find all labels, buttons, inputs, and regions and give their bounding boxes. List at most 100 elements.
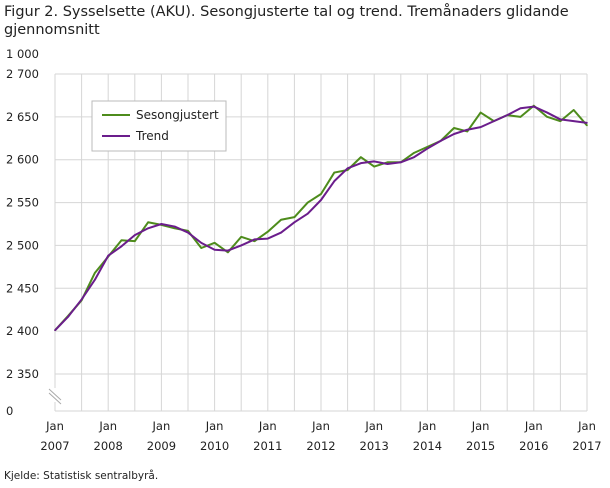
- y-tick-label: 2 500: [6, 238, 39, 252]
- data-point: [333, 171, 336, 174]
- data-point: [400, 161, 402, 164]
- data-point: [293, 221, 296, 224]
- data-point: [320, 199, 322, 201]
- data-point: [346, 167, 349, 170]
- y-tick-label: 0: [6, 404, 13, 418]
- data-point: [306, 212, 309, 215]
- x-tick-year: 2013: [360, 439, 389, 453]
- data-point: [120, 245, 123, 248]
- data-point: [187, 230, 189, 232]
- data-point: [240, 244, 242, 247]
- x-tick-month: Jan: [152, 419, 171, 433]
- data-point: [94, 278, 96, 281]
- x-tick-year: 2016: [519, 439, 548, 453]
- data-point: [213, 242, 216, 244]
- data-point: [293, 216, 296, 218]
- data-point: [413, 152, 415, 154]
- data-point: [373, 165, 376, 168]
- data-point: [147, 221, 149, 224]
- y-tick-label: 2 650: [6, 110, 39, 124]
- x-tick-month: Jan: [311, 419, 330, 433]
- x-tick-month: Jan: [577, 419, 596, 433]
- data-point: [280, 231, 282, 234]
- data-point: [360, 162, 362, 164]
- x-tick-year: 2017: [572, 439, 601, 453]
- data-point: [134, 234, 136, 236]
- data-point: [200, 247, 203, 249]
- data-point: [572, 120, 575, 122]
- data-point: [280, 218, 282, 221]
- data-point: [466, 128, 469, 131]
- x-tick-month: Jan: [258, 419, 277, 433]
- data-point: [519, 107, 522, 110]
- data-point: [546, 111, 548, 114]
- data-point: [240, 236, 242, 238]
- data-point: [253, 240, 256, 242]
- data-point: [373, 160, 376, 163]
- source-note: Kjelde: Statistisk sentralbyrå.: [4, 470, 159, 482]
- data-point: [586, 124, 588, 127]
- data-point: [160, 223, 163, 225]
- x-tick-year: 2011: [253, 439, 282, 453]
- data-point: [572, 109, 575, 111]
- data-point: [173, 225, 176, 228]
- data-point: [147, 227, 149, 230]
- x-tick-month: Jan: [98, 419, 117, 433]
- data-point: [320, 193, 322, 195]
- x-tick-year: 2014: [413, 439, 442, 453]
- axis-break-mark: [48, 392, 62, 405]
- x-tick-year: 2008: [94, 439, 123, 453]
- x-tick-month: Jan: [45, 419, 64, 433]
- data-point: [333, 180, 336, 182]
- data-point: [559, 118, 562, 121]
- y-unit-label: 1 000: [6, 47, 39, 61]
- y-tick-label: 2 350: [6, 367, 39, 381]
- data-point: [439, 140, 442, 142]
- data-point: [67, 315, 70, 318]
- legend-label: Sesongjustert: [136, 108, 219, 122]
- data-point: [227, 249, 229, 252]
- data-point: [466, 130, 469, 133]
- data-point: [413, 156, 415, 158]
- x-tick-year: 2007: [40, 439, 69, 453]
- data-point: [306, 201, 309, 204]
- data-point: [120, 239, 123, 242]
- y-tick-label: 2 400: [6, 324, 39, 338]
- data-point: [94, 272, 96, 274]
- data-point: [200, 242, 203, 244]
- data-point: [54, 329, 56, 332]
- legend-box: [91, 100, 227, 152]
- data-point: [559, 120, 562, 122]
- legend-label: Trend: [135, 129, 169, 143]
- data-point: [386, 163, 389, 165]
- data-point: [479, 126, 482, 128]
- x-tick-year: 2009: [147, 439, 176, 453]
- chart-title: Figur 2. Sysselsette (AKU). Sesongjuster…: [4, 4, 569, 38]
- data-point: [253, 238, 256, 241]
- data-point: [107, 254, 109, 257]
- data-point: [267, 230, 269, 233]
- y-tick-label: 2 550: [6, 196, 39, 210]
- data-point: [546, 116, 548, 118]
- x-tick-month: Jan: [418, 419, 437, 433]
- data-point: [426, 147, 429, 150]
- x-tick-month: Jan: [205, 419, 224, 433]
- data-point: [586, 122, 588, 124]
- data-point: [479, 111, 482, 114]
- x-tick-year: 2012: [306, 439, 335, 453]
- data-point: [227, 251, 229, 254]
- y-tick-label: 2 600: [6, 153, 39, 167]
- data-point: [213, 248, 216, 251]
- data-point: [360, 156, 362, 158]
- data-point: [187, 231, 189, 234]
- x-tick-month: Jan: [471, 419, 490, 433]
- x-tick-year: 2010: [200, 439, 229, 453]
- data-point: [506, 114, 509, 116]
- x-tick-month: Jan: [364, 419, 383, 433]
- data-point: [453, 127, 455, 129]
- data-point: [134, 240, 136, 242]
- data-point: [386, 161, 389, 164]
- y-tick-label: 2 700: [6, 67, 39, 81]
- y-tick-label: 2 450: [6, 281, 39, 295]
